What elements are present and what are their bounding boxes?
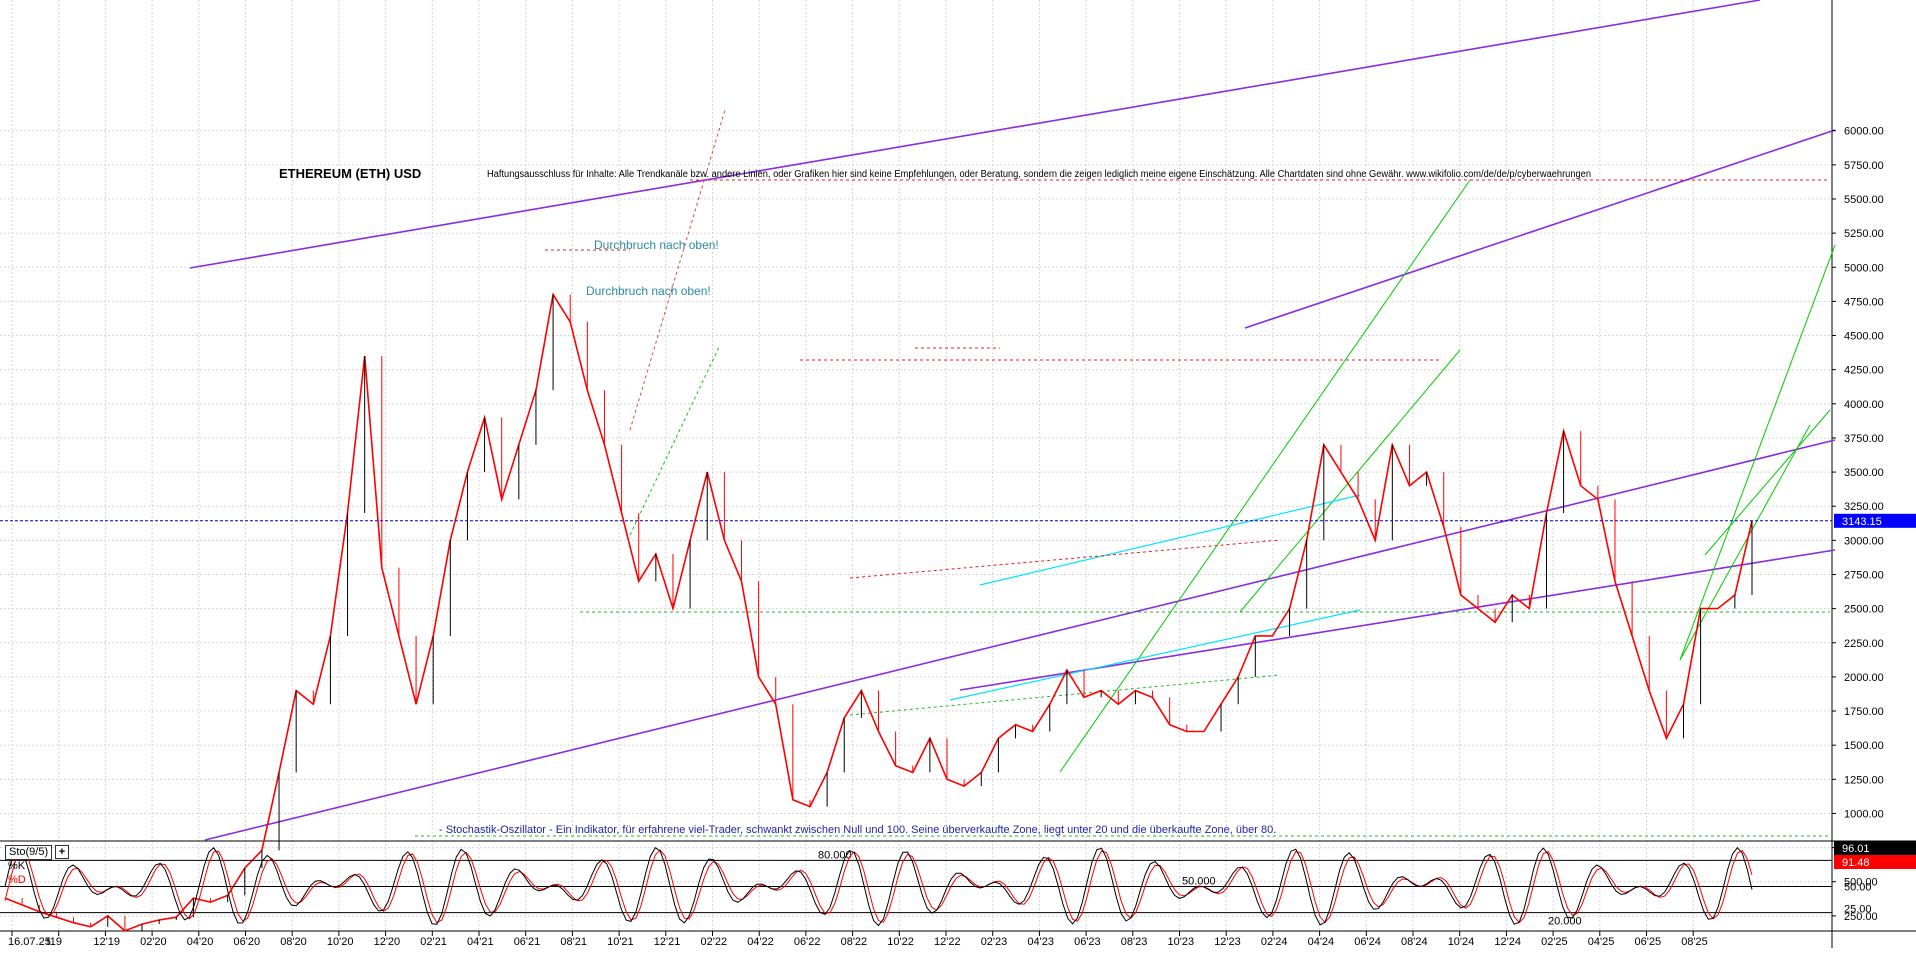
x-tick-label: 06'25 [1635, 936, 1662, 948]
x-tick-label: 10'21 [607, 936, 634, 948]
x-tick-label: 12'22 [934, 936, 961, 948]
price-tick-label: 4500.00 [1844, 331, 1884, 343]
price-tick-label: 5000.00 [1844, 262, 1884, 274]
x-tick-label: 02'25 [1541, 936, 1568, 948]
x-tick-label: 06'22 [794, 936, 821, 948]
price-tick-label: 4750.00 [1844, 296, 1884, 308]
k-value: 96.01 [1842, 843, 1870, 855]
price-tick-label: 2500.00 [1844, 604, 1884, 616]
last-price-value: 3143.15 [1842, 516, 1882, 528]
breakout-diag [629, 109, 726, 431]
x-tick-label: 02'23 [981, 936, 1008, 948]
stochastic-level-label: 50.000 [1182, 876, 1216, 888]
stochastic-tick-label: 25.00 [1844, 903, 1872, 915]
price-tick-label: 3750.00 [1844, 433, 1884, 445]
x-tick-label: 04'24 [1308, 936, 1335, 948]
annotation-breakout-1: Durchbruch nach oben! [594, 238, 719, 252]
d-value-badge [1834, 855, 1916, 869]
price-tick-label: 6000.00 [1844, 126, 1884, 138]
last-price-badge [1834, 513, 1916, 528]
price-tick-label: 1250.00 [1844, 774, 1884, 786]
x-tick-label: 06'24 [1354, 936, 1381, 948]
add-indicator-button[interactable]: + [55, 845, 69, 859]
x-tick-label: 02'22 [701, 936, 728, 948]
price-tick-label: 4000.00 [1844, 399, 1884, 411]
price-tick-label: 3000.00 [1844, 535, 1884, 547]
x-tick-label: 02'20 [140, 936, 167, 948]
x-tick-label: 04'21 [467, 936, 494, 948]
d-series-label: %D [8, 874, 26, 886]
price-tick-label: 500.00 [1844, 877, 1878, 889]
trend-green-1 [1059, 179, 1471, 773]
trend-cyan-2 [949, 609, 1361, 701]
chart-title: ETHEREUM (ETH) USD [279, 166, 421, 181]
x-tick-label: 04'25 [1588, 936, 1615, 948]
x-tick-label: 06'23 [1074, 936, 1101, 948]
x-tick-label: 10'22 [887, 936, 914, 948]
x-tick-label: 06'20 [234, 936, 261, 948]
x-tick-label: 12'21 [654, 936, 681, 948]
stochastic-note: - Stochastik-Oszillator - Ein Indikator,… [439, 824, 1276, 836]
stochastic-d-line [4, 849, 1753, 924]
trend-cyan-1 [979, 494, 1361, 586]
trend-channel-mid [1244, 129, 1836, 329]
x-tick-label: 08'25 [1681, 936, 1708, 948]
price-tick-label: 3500.00 [1844, 467, 1884, 479]
x-tick-label: 06'21 [514, 936, 541, 948]
x-tick-label: 08'24 [1401, 936, 1428, 948]
x-tick-label: 08'23 [1121, 936, 1148, 948]
price-tick-label: 3250.00 [1844, 501, 1884, 513]
stochastic-tick-label: 50.00 [1844, 882, 1872, 894]
stochastic-k-line [4, 846, 1753, 927]
price-tick-label: 2750.00 [1844, 569, 1884, 581]
price-tick-label: 1750.00 [1844, 706, 1884, 718]
trend-green-5 [1679, 424, 1811, 661]
trend-channel-top [189, 0, 1761, 269]
price-tick-label: 5250.00 [1844, 228, 1884, 240]
x-tick-label: 12'24 [1494, 936, 1521, 948]
x-tick-label: 12'19 [93, 936, 120, 948]
trend-support-2 [959, 549, 1836, 691]
x-tick-label: 12'20 [374, 936, 401, 948]
stochastic-level-label: 80.000 [818, 849, 852, 861]
x-tick-label: 02'21 [420, 936, 447, 948]
x-tick-label: 02'24 [1261, 936, 1288, 948]
price-tick-label: 250.00 [1844, 911, 1878, 923]
x-tick-label: 04'22 [747, 936, 774, 948]
price-tick-label: 2000.00 [1844, 672, 1884, 684]
trend-green-dotted [629, 344, 721, 536]
price-tick-label: 2250.00 [1844, 638, 1884, 650]
price-tick-label: 1000.00 [1844, 808, 1884, 820]
x-tick-label: 12'23 [1214, 936, 1241, 948]
x-tick-label: 10'20 [327, 936, 354, 948]
disclaimer-text: Haftungsausschluss für Inhalte: Alle Tre… [487, 169, 1591, 180]
x-tick-label: t19 [47, 936, 62, 948]
x-tick-label: 08'20 [280, 936, 307, 948]
k-value-badge [1834, 841, 1916, 855]
trend-green-2 [1239, 349, 1461, 613]
x-tick-label: 16.07.25 [8, 936, 51, 948]
stochastic-level-label: 20.000 [1548, 916, 1582, 928]
price-tick-label: 1500.00 [1844, 740, 1884, 752]
x-tick-label: 04'20 [187, 936, 214, 948]
stochastic-indicator-label[interactable]: Sto(9/5) [5, 845, 53, 860]
annotation-breakout-2: Durchbruch nach oben! [586, 284, 711, 298]
x-tick-label: 10'24 [1448, 936, 1475, 948]
price-tick-label: 4250.00 [1844, 365, 1884, 377]
x-tick-label: 04'23 [1027, 936, 1054, 948]
k-series-label: %K [8, 860, 26, 872]
d-value: 91.48 [1842, 857, 1870, 869]
x-tick-label: 08'21 [560, 936, 587, 948]
price-tick-label: 5500.00 [1844, 194, 1884, 206]
trend-green-3 [1679, 244, 1836, 661]
price-tick-label: 5750.00 [1844, 160, 1884, 172]
x-tick-label: 08'22 [841, 936, 868, 948]
trend-green-4 [1704, 409, 1831, 556]
x-tick-label: 10'23 [1168, 936, 1195, 948]
